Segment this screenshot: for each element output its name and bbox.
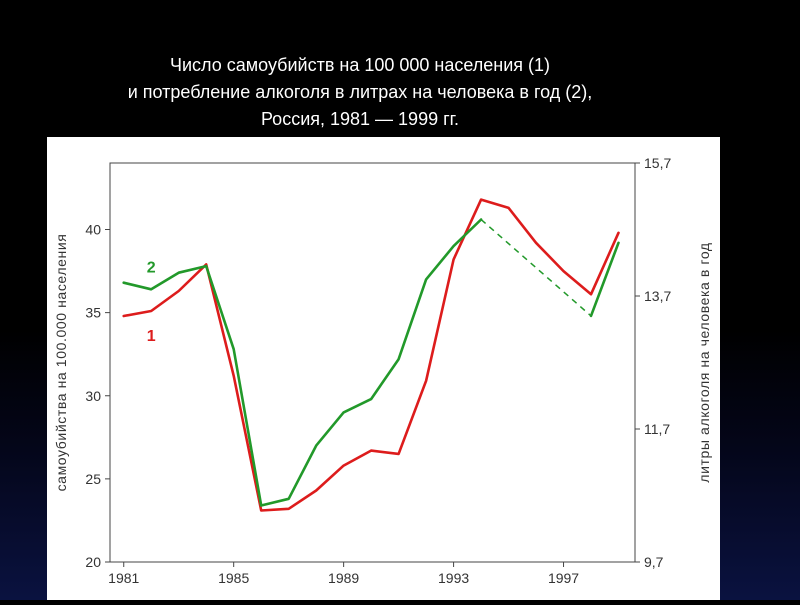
line-chart: 20 25 30 35 40 9,7 11,7 13,7 15,7 1981 1985 1989 199… [53,155,712,586]
axes: 20 25 30 35 40 9,7 11,7 13,7 15,7 1981 1985 1989 199… [53,155,712,586]
series-label-1: 1 [147,328,156,345]
y-tick-label: 20 [85,554,101,570]
title-line-2: и потребление алкоголя в литрах на челов… [127,82,593,102]
series-2-line [589,241,620,318]
y2-axis-label: литры алкоголя на человека в год [696,242,712,482]
plot-area [122,198,620,512]
y-tick-label: 40 [85,222,101,238]
chart-labels: 21 [147,260,156,345]
plot-frame [109,162,636,563]
series-1-line [122,198,620,512]
y2-tick-label: 15,7 [644,155,671,171]
x-tick-label: 1997 [548,570,579,586]
slide-title: Число самоубийств на 100 000 населения (… [0,52,720,133]
y-tick-label: 25 [85,471,101,487]
y-tick-label: 30 [85,388,101,404]
y-axis-label: самоубийства на 100.000 населения [53,234,69,492]
chart-panel: 20 25 30 35 40 9,7 11,7 13,7 15,7 1981 1985 1989 199… [47,137,720,600]
y2-tick-label: 11,7 [644,421,670,437]
series-label-2: 2 [147,260,156,277]
y-tick-label: 35 [85,305,101,321]
y2-tick-label: 13,7 [644,288,671,304]
y2-tick-label: 9,7 [644,554,664,570]
title-line-3: Россия, 1981 — 1999 гг. [260,109,460,129]
title-line-1: Число самоубийств на 100 000 населения (… [169,55,551,75]
series-2-dashed-segment [480,218,592,317]
x-tick-label: 1989 [328,570,359,586]
x-tick-label: 1993 [438,570,469,586]
x-tick-label: 1985 [218,570,249,586]
x-tick-label: 1981 [108,570,139,586]
series-2-line [122,218,483,507]
